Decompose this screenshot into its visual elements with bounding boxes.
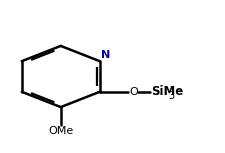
Text: OMe: OMe	[48, 126, 73, 136]
Text: N: N	[101, 50, 110, 60]
Text: 3: 3	[169, 91, 175, 101]
Text: O: O	[129, 87, 138, 97]
Text: SiMe: SiMe	[151, 85, 183, 97]
